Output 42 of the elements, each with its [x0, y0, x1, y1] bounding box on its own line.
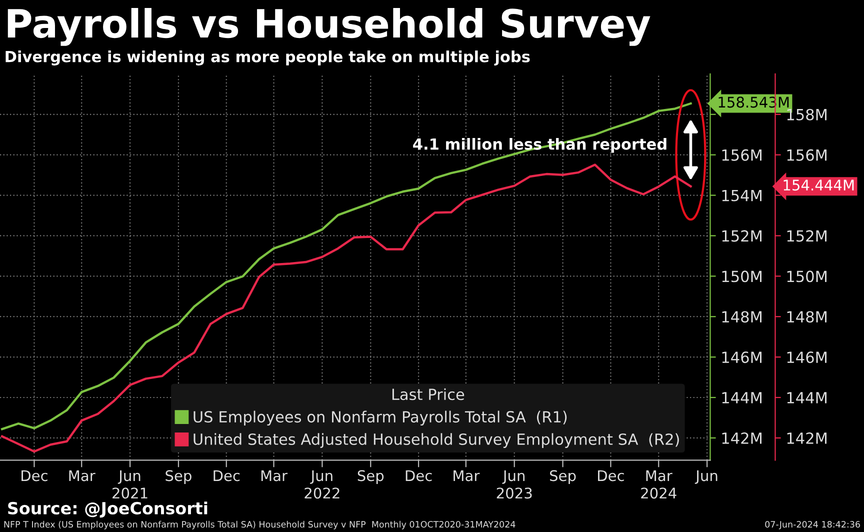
- x-tick-label: Dec: [22, 470, 48, 482]
- y2-tick-label: 150M: [787, 270, 826, 282]
- y2-tick-label: 142M: [787, 432, 826, 444]
- y-tick-label: 144M: [722, 392, 762, 404]
- x-tick-label: Dec: [214, 470, 240, 482]
- chart-subtitle: Divergence is widening as more people take on multiple jobs: [6, 50, 530, 66]
- x-tick-label: Jun 2021: [112, 470, 148, 499]
- text: 07-Jun-2024 18:42:36: [765, 521, 860, 530]
- x-tick-label: Sep: [358, 470, 384, 484]
- y2-tick-label: 144M: [787, 392, 826, 404]
- x-tick-label: Mar: [454, 470, 480, 482]
- legend-label: US Employees on Nonfarm Payrolls Total SA (R1): [194, 410, 567, 426]
- x-tick-label: Jun: [694, 470, 718, 484]
- y-tick-label: 146M: [722, 352, 762, 364]
- text: NFP T Index (US Employees on Nonfarm Payrolls Total SA) Household Survey v NFP Monthly 01OCT2020-31MAY2024: [4, 520, 516, 530]
- x-tick-label: Dec: [406, 470, 432, 482]
- source-note: Source: @JoeConsorti: [8, 502, 208, 518]
- x-tick-label: Sep: [550, 470, 576, 484]
- y-tick-label: 152M: [722, 230, 762, 242]
- y2-tick-label: 148M: [787, 311, 826, 323]
- y2-tick-label: 156M: [787, 149, 826, 161]
- y2-tick-label: 146M: [787, 352, 826, 364]
- text: 154.444M: [784, 180, 854, 191]
- chart-title: Payrolls vs Household Survey: [8, 8, 650, 46]
- line-series: [0, 164, 692, 453]
- y-tick-label: 142M: [722, 432, 762, 444]
- legend-title: Last Price: [392, 388, 464, 400]
- y-tick-label: 156M: [722, 149, 762, 161]
- line-series: [0, 102, 692, 430]
- x-tick-label: Dec: [598, 470, 624, 482]
- x-tick-label: Jun 2023: [496, 470, 532, 499]
- x-tick-label: Mar 2024: [641, 470, 676, 499]
- y2-tick-label: 158M: [787, 108, 826, 120]
- x-tick-label: Mar: [261, 470, 288, 482]
- x-tick-label: Sep: [166, 470, 192, 484]
- x-tick-label: Jun 2022: [304, 470, 340, 499]
- y-tick-label: 150M: [722, 270, 762, 282]
- legend-label: United States Adjusted Household Survey Employment SA (R2): [194, 433, 679, 448]
- y-tick-label: 148M: [722, 311, 762, 323]
- y2-tick-label: 152M: [787, 230, 826, 242]
- y-tick-label: 154M: [722, 190, 762, 202]
- x-tick-label: Mar: [69, 470, 96, 482]
